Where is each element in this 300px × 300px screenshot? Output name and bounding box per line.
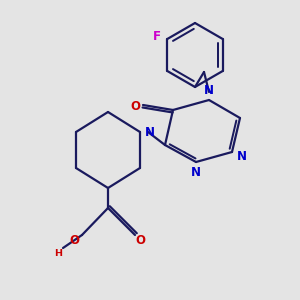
Text: N: N (191, 166, 201, 178)
Text: O: O (135, 235, 145, 248)
Text: N: N (237, 151, 247, 164)
Text: N: N (204, 83, 214, 97)
Text: H: H (54, 248, 62, 257)
Text: N: N (145, 125, 155, 139)
Text: O: O (69, 235, 79, 248)
Text: F: F (153, 29, 161, 43)
Text: O: O (130, 100, 140, 113)
